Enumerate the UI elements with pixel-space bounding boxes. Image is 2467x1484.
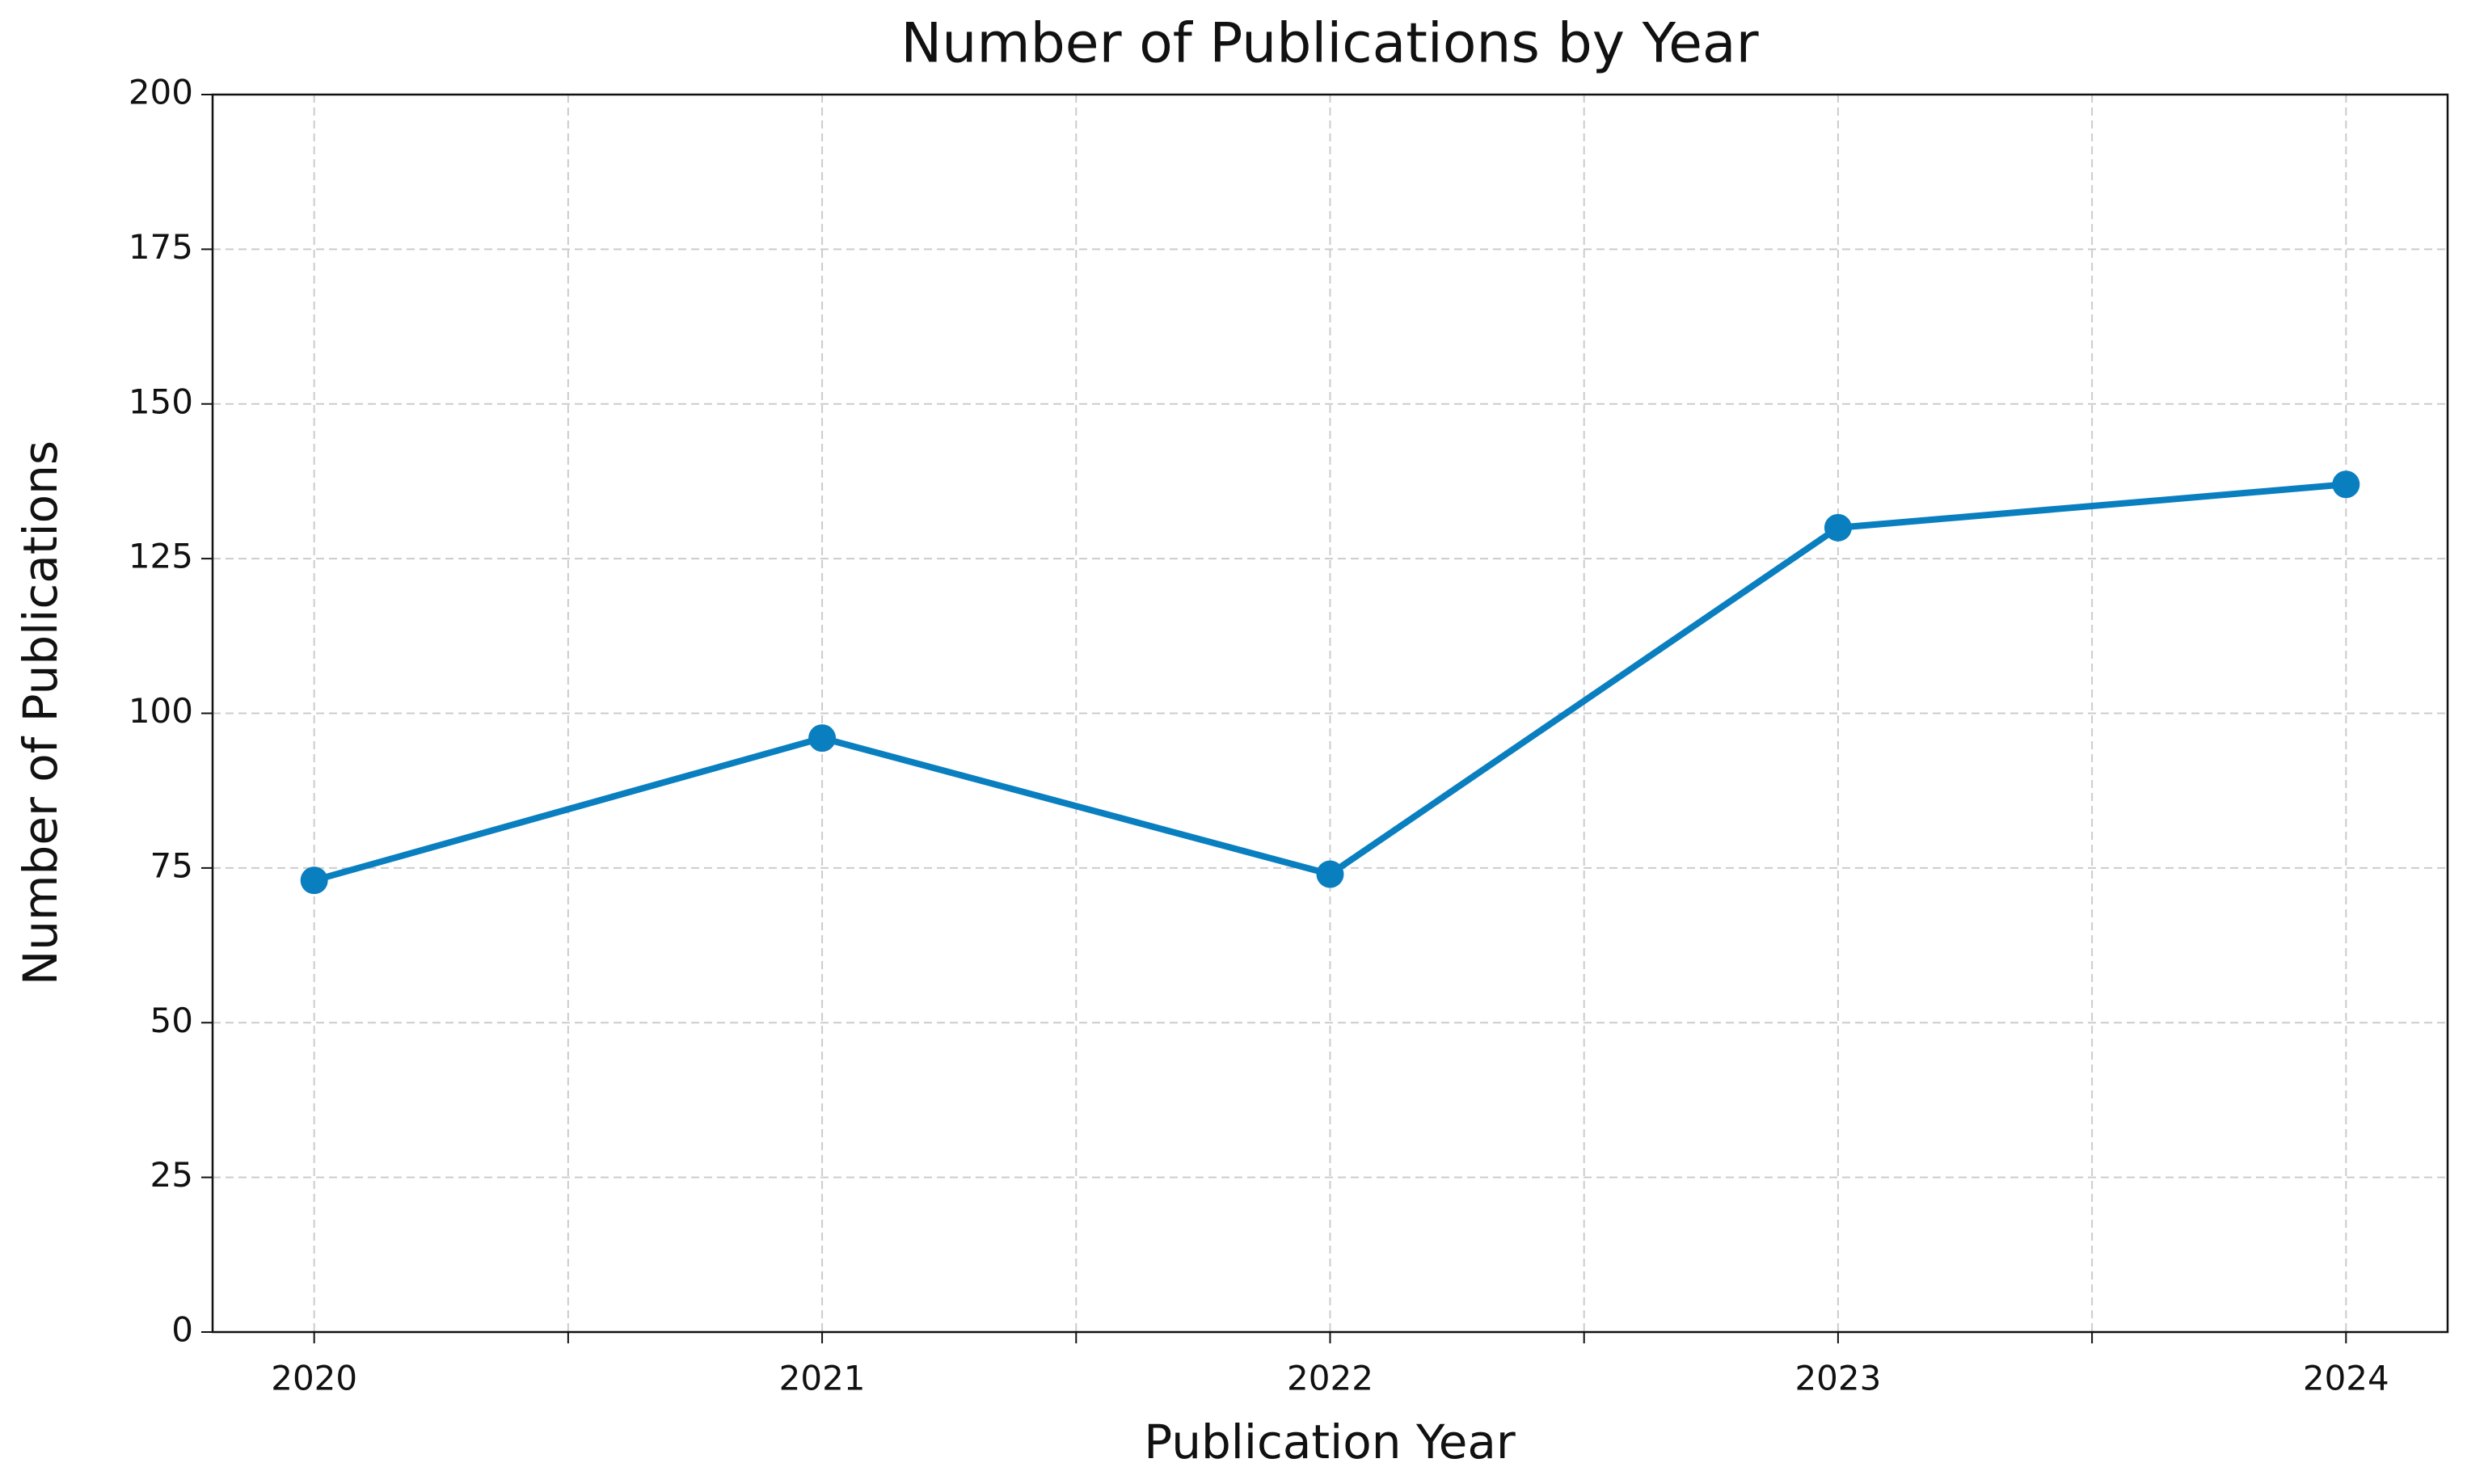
y-tick-label: 75 (150, 845, 193, 885)
data-point (300, 866, 328, 895)
plot-frame (211, 93, 2449, 1334)
x-tick-label: 2021 (779, 1359, 866, 1398)
y-tick-label: 0 (171, 1310, 193, 1350)
y-axis-label: Number of Publications (13, 441, 68, 985)
y-tick-label: 25 (150, 1155, 193, 1195)
y-tick-label: 125 (129, 537, 193, 576)
y-tick-label: 150 (129, 382, 193, 421)
x-tick-label: 2024 (2303, 1359, 2389, 1398)
chart-title: Number of Publications by Year (900, 12, 1758, 76)
data-point (1824, 513, 1852, 542)
x-tick-label: 2020 (271, 1359, 357, 1398)
x-tick-label: 2022 (1287, 1359, 1373, 1398)
y-tick-label: 100 (129, 691, 193, 731)
x-axis-label: Publication Year (1144, 1414, 1516, 1469)
data-point (1316, 860, 1344, 888)
data-point (808, 724, 837, 753)
y-tick-label: 50 (150, 1001, 193, 1040)
data-point (2332, 470, 2360, 499)
y-tick-label: 175 (129, 227, 193, 267)
x-tick-label: 2023 (1794, 1359, 1881, 1398)
y-tick-label: 200 (129, 73, 193, 112)
